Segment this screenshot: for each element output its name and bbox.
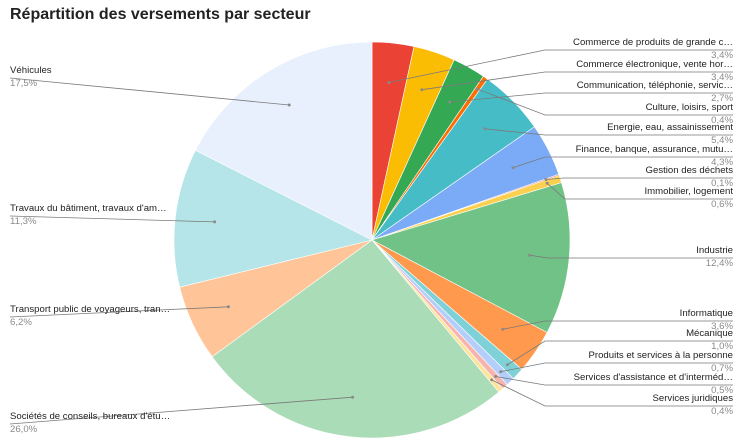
leader-dot (544, 178, 548, 181)
slice-label: Services juridiques (652, 393, 733, 404)
slice-percent: 11,3% (10, 216, 37, 227)
slice-labels: Commerce de produits de grande c…3,4%Com… (9, 37, 734, 435)
leader-dot (226, 305, 230, 309)
slice-label: Produits et services à la personne (588, 350, 733, 361)
leader-line (9, 306, 229, 318)
slice-percent: 0,4% (711, 406, 733, 417)
leader-line (477, 88, 733, 116)
slice-label: Finance, banque, assurance, mutu… (576, 144, 733, 155)
slice-label: Sociétés de conseils, bureaux d'étu… (10, 411, 170, 422)
slice-percent: 0,7% (711, 363, 733, 374)
pie-slices (173, 41, 571, 439)
slice-label: Communication, téléphonie, servic… (577, 80, 733, 91)
leader-dot (528, 253, 532, 257)
leader-dot (545, 181, 549, 185)
leader-dot (483, 127, 487, 131)
slice-percent: 4,3% (711, 157, 733, 168)
slice-label: Industrie (696, 245, 733, 256)
leader-line (545, 177, 733, 180)
leader-line (9, 396, 353, 425)
slice-percent: 5,4% (711, 135, 733, 146)
slice-label: Gestion des déchets (646, 165, 734, 176)
leader-line (500, 362, 733, 373)
leader-line (9, 77, 290, 106)
chart-title: Répartition des versements par secteur (10, 6, 311, 23)
slice-percent: 2,7% (711, 93, 733, 104)
slice-label: Véhicules (10, 65, 52, 76)
slice-percent: 3,4% (711, 72, 733, 83)
pie-slice-industrie[interactable] (371, 182, 571, 333)
leader-line (421, 71, 733, 91)
leader-dot (287, 103, 291, 107)
slice-label: Services d'assistance et d'interméd… (574, 372, 733, 383)
slice-percent: 6,2% (10, 317, 32, 328)
leader-line (491, 379, 733, 407)
leader-line (529, 254, 733, 259)
slice-percent: 0,4% (711, 115, 733, 126)
leader-dot (387, 81, 391, 84)
slice-label: Culture, loisirs, sport (646, 102, 734, 113)
leader-line (9, 215, 215, 223)
slice-label: Immobilier, logement (644, 186, 733, 197)
slice-label: Travaux du bâtiment, travaux d'am… (10, 203, 167, 214)
leader-dot (476, 87, 479, 91)
leader-line (546, 183, 733, 200)
leader-line (388, 49, 733, 83)
leader-dot (448, 100, 452, 104)
leader-dot (494, 375, 498, 378)
slice-percent: 26,0% (10, 424, 38, 435)
pie-slice-societes-de-conseils-bureaux-d-etu[interactable] (211, 239, 500, 439)
leader-dot (351, 395, 355, 399)
slice-percent: 0,6% (711, 199, 733, 210)
leader-dot (490, 378, 494, 382)
leader-line (502, 320, 733, 330)
slice-label: Energie, eau, assainissement (607, 122, 733, 133)
slice-percent: 0,1% (711, 178, 733, 189)
leader-dot (499, 370, 503, 374)
leader-dot (213, 220, 217, 224)
leader-line (495, 376, 733, 386)
slice-percent: 1,0% (711, 341, 733, 352)
slice-label: Commerce de produits de grande c… (573, 37, 733, 48)
leader-line (484, 128, 733, 136)
leader-dot (501, 327, 505, 331)
leader-dot (420, 88, 424, 92)
slice-label: Mécanique (686, 328, 733, 339)
leader-line (449, 92, 733, 103)
leader-line (512, 156, 733, 169)
leader-dot (506, 363, 509, 367)
slice-percent: 17,5% (10, 78, 38, 89)
slice-percent: 12,4% (706, 258, 734, 269)
leader-line (507, 340, 733, 366)
pie-slice-travaux-du-batiment-travaux-d-am[interactable] (173, 149, 373, 288)
slice-percent: 3,6% (711, 321, 733, 332)
slice-label: Commerce électronique, vente hor… (576, 59, 733, 70)
slice-percent: 3,4% (711, 50, 733, 61)
slice-label: Transport public de voyageurs, tran… (10, 304, 170, 315)
slice-label: Informatique (680, 308, 733, 319)
leader-dot (511, 166, 515, 170)
slice-percent: 0,5% (711, 385, 733, 396)
pie-slice-vehicules[interactable] (195, 41, 373, 241)
